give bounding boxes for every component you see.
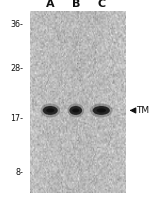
Text: 17-: 17- xyxy=(10,114,23,123)
Text: 36-: 36- xyxy=(10,20,23,29)
Text: 8-: 8- xyxy=(15,168,23,177)
Ellipse shape xyxy=(96,108,106,112)
Text: B: B xyxy=(72,0,80,9)
Ellipse shape xyxy=(43,106,58,115)
Text: 28-: 28- xyxy=(10,64,23,73)
Text: TMP21: TMP21 xyxy=(136,106,150,115)
Text: A: A xyxy=(46,0,55,9)
Ellipse shape xyxy=(72,108,79,112)
Ellipse shape xyxy=(68,103,84,117)
Ellipse shape xyxy=(69,106,82,115)
Text: C: C xyxy=(97,0,105,9)
Ellipse shape xyxy=(40,103,60,117)
Ellipse shape xyxy=(93,106,110,115)
Ellipse shape xyxy=(90,103,112,117)
Ellipse shape xyxy=(46,108,54,112)
